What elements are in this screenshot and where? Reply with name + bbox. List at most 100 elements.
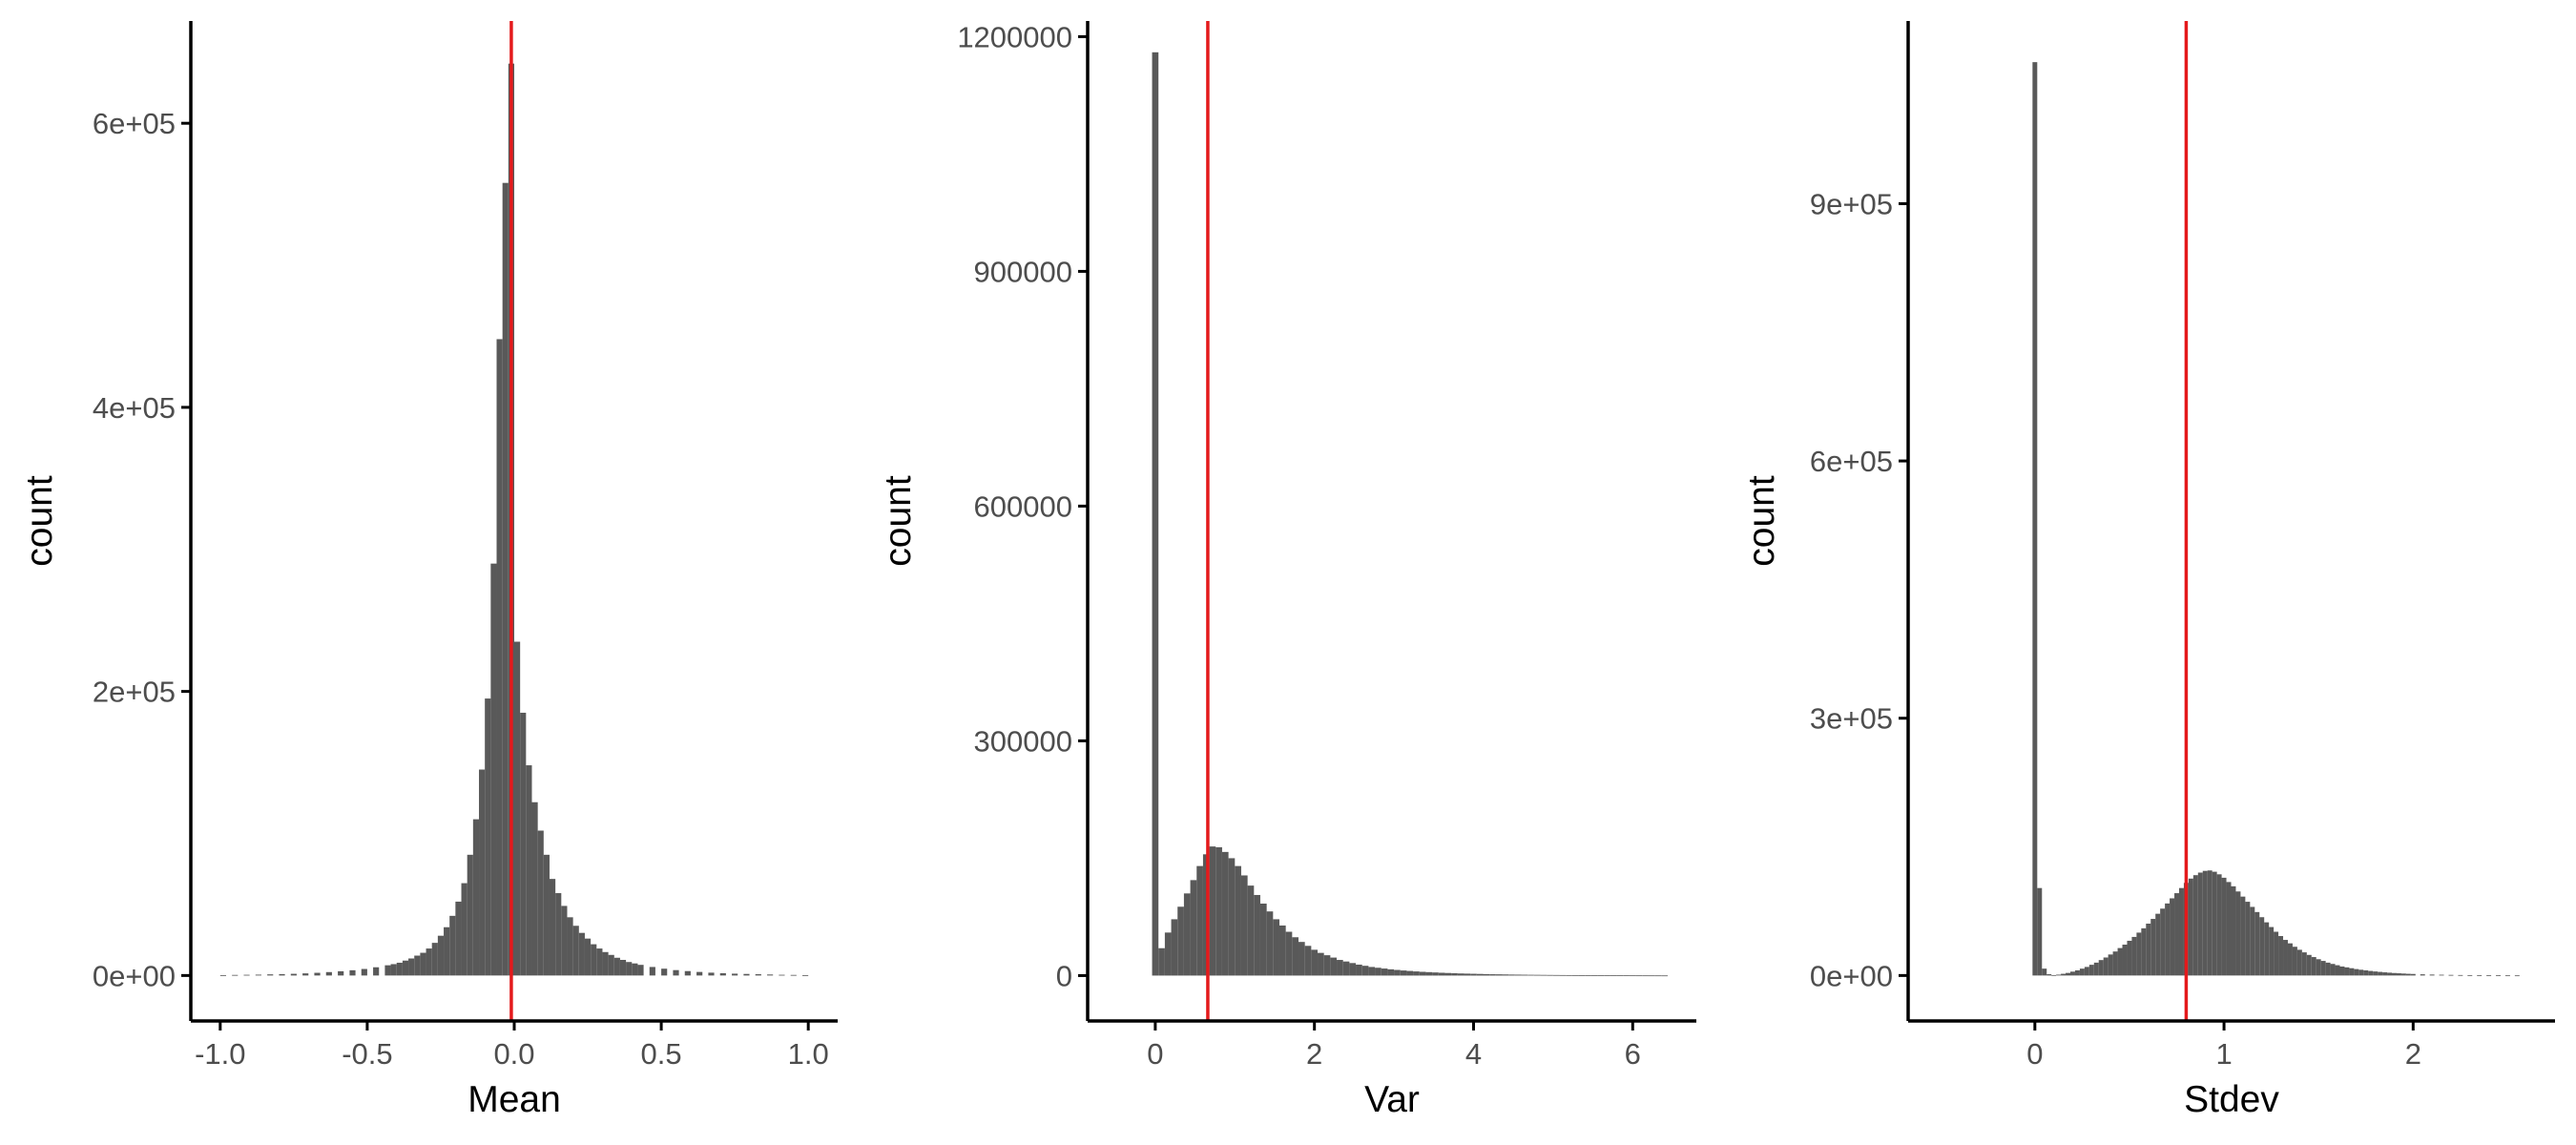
histogram-bar: [408, 958, 415, 976]
histogram-bar: [1432, 972, 1439, 976]
histogram-bar: [2358, 969, 2364, 976]
histogram-bar: [2354, 968, 2359, 976]
histogram-bar: [1278, 925, 1286, 976]
histogram-bar: [1629, 975, 1636, 977]
histogram-bar: [2330, 964, 2336, 976]
x-tick-label: -1.0: [195, 1037, 245, 1071]
histogram-bar: [1215, 846, 1222, 976]
histogram-bar: [1190, 880, 1197, 976]
histogram-bar: [1259, 904, 1267, 976]
histogram-bar: [1342, 961, 1350, 976]
x-tick-label: 1.0: [788, 1037, 829, 1071]
y-tick-label: 300000: [974, 724, 1072, 758]
x-tick-label: 4: [1465, 1037, 1482, 1071]
histogram-bar: [338, 970, 344, 976]
histogram-bar: [779, 974, 785, 976]
histogram-bar: [2122, 945, 2128, 976]
histogram-bar: [2131, 936, 2137, 976]
x-tick-label: 2: [1306, 1037, 1322, 1071]
histogram-bar: [1330, 957, 1338, 976]
histogram-bar: [449, 915, 456, 976]
histogram-bar: [2368, 970, 2374, 976]
histogram-bar: [2339, 966, 2345, 976]
histogram-bar: [2363, 969, 2369, 976]
y-tick-label: 900000: [974, 255, 1072, 288]
histogram-bar: [514, 641, 521, 976]
histogram-bar: [1292, 937, 1298, 976]
histogram-bar: [602, 951, 609, 976]
histogram-bar: [479, 769, 486, 976]
histogram-bar: [1381, 968, 1388, 976]
histogram-bar: [1597, 975, 1605, 976]
histogram-bar: [2378, 971, 2383, 976]
histogram-bar: [584, 938, 592, 976]
histogram-bar: [1470, 973, 1477, 976]
histogram-bar: [2231, 885, 2236, 976]
histogram-bar: [2098, 960, 2104, 976]
histogram-bar: [2051, 974, 2057, 976]
histogram-bar: [1387, 968, 1395, 976]
histogram-bar: [2335, 965, 2340, 976]
histogram-bar: [1571, 974, 1579, 976]
y-axis-title: count: [19, 475, 60, 567]
histogram-bar: [661, 968, 668, 976]
histogram-bar: [1235, 865, 1241, 976]
histogram-bar: [1642, 975, 1649, 977]
x-tick-label: 6: [1625, 1037, 1641, 1071]
y-tick-label: 0e+00: [93, 959, 176, 992]
histogram-bar: [2178, 887, 2184, 976]
histogram-bar: [1566, 974, 1572, 976]
histogram-bar: [2112, 951, 2118, 976]
histogram-bar: [2174, 893, 2179, 976]
histogram-bar: [1648, 975, 1655, 977]
histogram-panel-mean: 0e+00 2e+05 4e+05 6e+05 -1.0 -0.5 0.0 0.5 1.0 Mea…: [19, 21, 838, 1120]
histogram-bar: [467, 854, 473, 976]
histogram-bar: [2486, 975, 2492, 976]
histogram-bar: [2192, 875, 2198, 976]
histogram-bar: [619, 959, 627, 976]
histogram-bar: [1578, 975, 1586, 976]
histogram-bar: [437, 935, 445, 976]
histogram-bar: [1247, 885, 1255, 976]
histogram-bar: [1254, 894, 1260, 976]
histogram-bar: [402, 960, 409, 976]
histogram-bar: [719, 972, 726, 976]
histogram-bar: [490, 563, 497, 976]
histogram-bar: [1311, 949, 1319, 976]
histogram-bar: [2448, 974, 2454, 976]
histogram-bar: [2504, 975, 2510, 977]
x-axis-title: Stdev: [2184, 1079, 2279, 1120]
histogram-bar: [1221, 851, 1229, 976]
y-axis-title: count: [1741, 475, 1782, 567]
histogram-bar: [608, 954, 614, 976]
histogram-bar: [1604, 975, 1610, 976]
y-tick-label: 4e+05: [93, 391, 176, 425]
histogram-bar: [1406, 970, 1414, 976]
histogram-bar: [2061, 973, 2067, 976]
histogram-bar: [572, 926, 579, 976]
histogram-bar: [520, 712, 527, 976]
histogram-bar: [1527, 974, 1534, 976]
histogram-bar: [219, 975, 226, 976]
histogram-bar: [1196, 865, 1203, 976]
histogram-bar: [1349, 963, 1357, 976]
histogram-bar: [2496, 975, 2502, 976]
histogram-bar: [2103, 957, 2109, 976]
histogram-bar: [1585, 975, 1591, 976]
histogram-bar: [361, 968, 367, 976]
x-tick-label: 1: [2215, 1037, 2232, 1071]
histogram-bar: [2155, 913, 2161, 976]
histogram-bar: [1183, 893, 1191, 976]
histogram-bar: [1266, 911, 1274, 976]
histogram-bar: [2074, 969, 2080, 976]
histogram-bar: [1425, 971, 1433, 976]
histogram-bar: [2296, 949, 2302, 976]
histogram-bar: [578, 932, 585, 976]
histogram-bar: [567, 917, 573, 976]
histogram-bar: [2325, 962, 2331, 976]
histogram-bar: [1356, 964, 1362, 976]
histogram-bar: [1547, 974, 1553, 976]
histogram-bar: [2117, 947, 2123, 976]
histogram-bar: [1508, 974, 1515, 976]
histogram-bar: [632, 963, 638, 976]
